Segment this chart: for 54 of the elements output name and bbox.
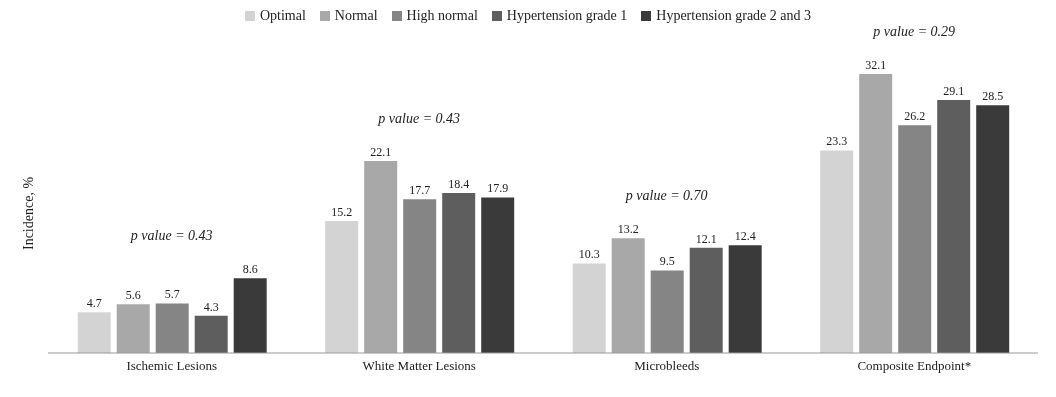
bar [233,278,267,353]
annotation: p value = 0.43 [129,228,213,244]
data-label: 17.7 [409,183,431,198]
bar [442,193,476,353]
data-label: 29.1 [943,84,965,99]
data-label: 32.1 [865,58,887,72]
bar [325,220,359,353]
data-label: 10.3 [578,247,600,262]
bar [976,105,1010,353]
bar [364,160,398,353]
data-label: 12.1 [695,231,717,246]
data-label: 28.5 [982,89,1004,104]
data-label: 4.3 [203,299,219,314]
bar [116,304,150,353]
bar [820,150,854,353]
data-label: 23.3 [826,134,848,149]
y-axis-title: Incidence, % [20,176,36,251]
annotation: p value = 0.70 [624,188,708,204]
bar [937,100,971,353]
x-tick-label: Microbleeds [634,358,700,374]
bar [650,270,684,353]
data-label: 9.5 [659,254,675,269]
legend-label: Hypertension grade 1 [505,8,628,24]
data-label: 18.4 [448,177,470,192]
data-label: 22.1 [370,144,392,159]
legend-label: Hypertension grade 2 and 3 [655,8,812,24]
bar [155,303,189,353]
data-label: 8.6 [242,262,258,277]
legend-label: Optimal [258,8,306,24]
bar [572,263,606,353]
bar [403,199,437,353]
data-label: 5.7 [164,287,180,302]
legend-label: High normal [405,8,478,24]
bar [481,197,515,353]
bar [689,247,723,353]
x-tick-label: Ischemic Lesions [126,358,218,374]
bar [728,245,762,353]
data-label: 5.6 [125,288,141,303]
text: p value = 0.29 [872,24,956,39]
data-label: 4.7 [86,296,102,311]
x-tick-label: White Matter Lesions [362,358,476,374]
annotation: p value = 0.43 [377,110,461,126]
data-label: 12.4 [734,229,756,244]
bar [859,74,893,353]
bar [611,238,645,353]
data-label: 15.2 [331,204,353,219]
legend-label: Normal [333,8,378,24]
bar [194,315,228,353]
bar [77,312,111,353]
data-label: 13.2 [617,222,639,237]
bar [898,125,932,353]
data-label: 17.9 [487,181,509,196]
data-label: 26.2 [904,109,926,124]
x-tick-label: Composite Endpoint* [857,358,972,374]
